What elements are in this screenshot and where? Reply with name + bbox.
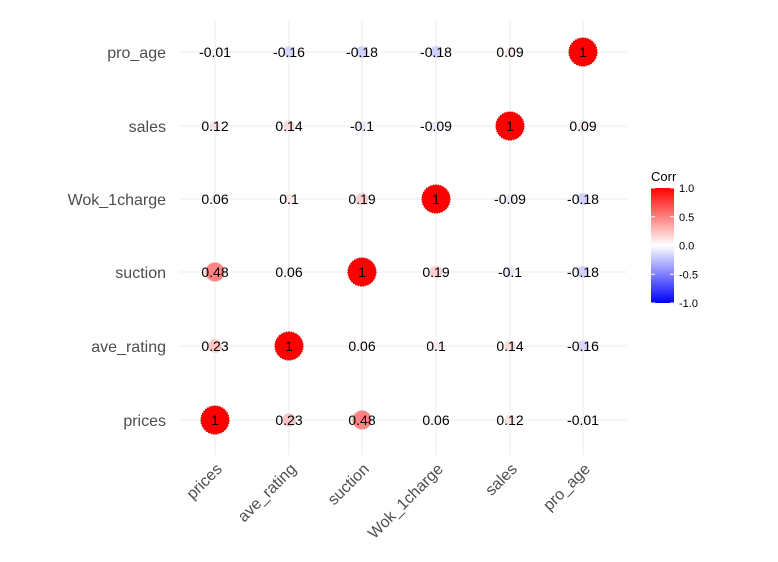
corr-circle-pro_age-prices [211,48,219,56]
x-tick-label-prices: prices [184,461,226,503]
corr-circle-suction-Wok_1charge [429,265,443,279]
corr-value-pro_age-prices: -0.01 [199,44,231,60]
corr-value-ave_rating-Wok_1charge: 0.1 [426,338,446,354]
corr-value-sales-suction: -0.1 [350,118,374,134]
corr-value-prices-ave_rating: 0.23 [275,412,302,428]
corr-circle-prices-sales [504,414,516,426]
corr-circle-ave_rating-prices [207,338,223,354]
corr-value-Wok_1charge-prices: 0.06 [201,191,228,207]
y-tick-label-pro_age: pro_age [107,45,166,62]
legend-colorbar [651,188,674,303]
corr-circle-pro_age-suction [355,45,369,59]
corr-value-pro_age-Wok_1charge: -0.18 [420,44,452,60]
corr-value-pro_age-suction: -0.18 [346,44,378,60]
legend-tick-label: 0.5 [679,212,694,224]
corr-value-ave_rating-suction: 0.06 [348,338,375,354]
corr-value-suction-pro_age: -0.18 [567,264,599,280]
legend-tick-label: -0.5 [679,269,698,281]
x-tick-label-sales: sales [482,461,520,499]
corr-circle-ave_rating-Wok_1charge [431,341,441,351]
y-tick-label-Wok_1charge: Wok_1charge [68,192,167,209]
corr-circle-Wok_1charge-pro_age [576,192,590,206]
x-tick-label-ave_rating: ave_rating [235,461,300,526]
grid-lines [180,20,627,455]
corr-circle-pro_age-sales [505,47,515,57]
corr-value-prices-prices: 1 [211,412,219,428]
corr-circle-suction-suction [347,257,377,287]
y-axis-tick-labels: prices ave_rating suction Wok_1charge sales p… [68,45,167,430]
corr-circle-pro_age-pro_age [568,37,598,67]
corr-circle-Wok_1charge-Wok_1charge [421,184,451,214]
x-tick-label-suction: suction [325,461,373,509]
corr-value-sales-pro_age: 0.09 [569,118,596,134]
corr-circle-sales-pro_age [578,121,588,131]
corr-value-ave_rating-ave_rating: 1 [285,338,293,354]
corr-value-Wok_1charge-pro_age: -0.18 [567,191,599,207]
corr-value-Wok_1charge-Wok_1charge: 1 [432,191,440,207]
corr-value-Wok_1charge-sales: -0.09 [494,191,526,207]
corr-circle-suction-prices [204,261,226,283]
corr-value-ave_rating-sales: 0.14 [496,338,523,354]
y-tick-label-sales: sales [129,119,166,136]
legend-title: Corr [651,169,677,184]
corr-circle-Wok_1charge-suction [355,192,369,206]
x-tick-label-pro_age: pro_age [540,461,594,515]
corr-value-suction-ave_rating: 0.06 [275,264,302,280]
corr-circle-ave_rating-sales [504,340,516,352]
corr-value-suction-sales: -0.1 [498,264,522,280]
corr-circle-suction-pro_age [576,265,590,279]
corr-value-ave_rating-prices: 0.23 [201,338,228,354]
corr-circle-ave_rating-pro_age [577,340,589,352]
corr-circle-sales-Wok_1charge [431,121,441,131]
corr-value-suction-prices: 0.48 [201,264,228,280]
corr-value-prices-sales: 0.12 [496,412,523,428]
corr-value-sales-sales: 1 [506,118,514,134]
corr-circle-ave_rating-ave_rating [274,331,304,361]
legend-tick-label: -1.0 [679,298,698,310]
corr-circle-Wok_1charge-prices [211,195,219,203]
corr-circle-Wok_1charge-ave_rating [284,194,294,204]
corr-value-Wok_1charge-ave_rating: 0.1 [279,191,299,207]
corr-value-ave_rating-pro_age: -0.16 [567,338,599,354]
corr-value-prices-suction: 0.48 [348,412,375,428]
correlation-circles [200,37,598,435]
corr-circle-pro_age-ave_rating [283,46,295,58]
corr-value-pro_age-sales: 0.09 [496,44,523,60]
corr-value-prices-Wok_1charge: 0.06 [422,412,449,428]
corr-circle-pro_age-Wok_1charge [429,45,443,59]
x-tick-label-Wok_1charge: Wok_1charge [365,461,447,543]
corr-circle-prices-prices [200,405,230,435]
corr-circle-prices-pro_age [579,416,587,424]
corr-circle-suction-ave_rating [285,268,293,276]
correlation-labels: 1 0.23 0.48 0.06 0.12 -0.01 0.23 1 0.06 0.1 0.14 -0… [199,44,599,428]
legend-tick-label: 1.0 [679,183,694,195]
corr-value-prices-pro_age: -0.01 [567,412,599,428]
corr-circle-sales-sales [495,111,525,141]
corr-circle-prices-suction [351,409,373,431]
corr-value-sales-ave_rating: 0.14 [275,118,302,134]
corr-value-sales-Wok_1charge: -0.09 [420,118,452,134]
corr-circle-prices-Wok_1charge [432,416,440,424]
corr-value-sales-prices: 0.12 [201,118,228,134]
corr-value-suction-Wok_1charge: 0.19 [422,264,449,280]
legend-tick-label: 0.0 [679,241,694,253]
y-tick-label-prices: prices [123,413,166,430]
corr-circle-sales-prices [209,120,221,132]
corr-circle-sales-suction [357,121,367,131]
corr-circle-sales-ave_rating [283,120,295,132]
legend: Corr 1.0 0.5 0.0 -0.5 -1.0 [651,169,698,310]
corr-circle-suction-sales [505,267,515,277]
corr-circle-ave_rating-suction [358,342,366,350]
y-tick-label-ave_rating: ave_rating [91,339,166,356]
corr-value-pro_age-pro_age: 1 [579,44,587,60]
corr-value-pro_age-ave_rating: -0.16 [273,44,305,60]
y-tick-label-suction: suction [115,265,166,282]
corr-value-Wok_1charge-suction: 0.19 [348,191,375,207]
corr-circle-Wok_1charge-sales [505,194,515,204]
corr-value-suction-suction: 1 [358,264,366,280]
corr-circle-prices-ave_rating [281,412,297,428]
